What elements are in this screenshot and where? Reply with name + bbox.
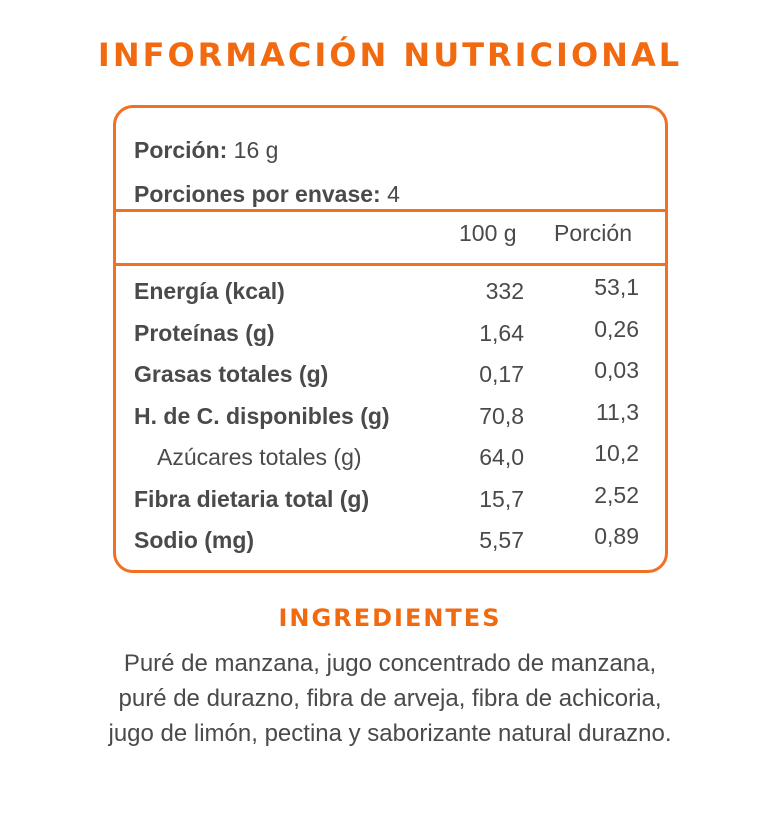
- per-pack-line: Porciones por envase: 4: [134, 172, 400, 216]
- portion-label: Porción:: [134, 137, 228, 163]
- table-row: Fibra dietaria total (g) 15,7 2,52: [134, 482, 664, 524]
- serving-info: Porción: 16 g Porciones por envase: 4: [134, 128, 400, 216]
- ingredients-line: jugo de limón, pectina y saborizante nat…: [108, 720, 672, 747]
- page-title: Información Nutricional: [97, 36, 683, 74]
- portion-value: 16 g: [233, 137, 279, 163]
- value-100g: 15,7: [479, 485, 524, 512]
- value-100g: 1,64: [479, 319, 524, 346]
- nutrient-label: Energía (kcal): [134, 278, 285, 304]
- ingredients-line: Puré de manzana, jugo concentrado de man…: [123, 650, 657, 677]
- nutrient-label: H. de C. disponibles (g): [134, 402, 390, 429]
- value-100g: 0,17: [479, 361, 524, 387]
- nutrient-label: Grasas totales (g): [134, 361, 329, 387]
- value-portion: 0,03: [594, 357, 639, 383]
- per-pack-label: Porciones por envase:: [134, 181, 381, 207]
- per-pack-value: 4: [387, 181, 400, 207]
- nutrient-table: Energía (kcal) 332 53,1 Proteínas (g) 1,…: [134, 274, 664, 565]
- value-portion: 2,52: [594, 481, 639, 508]
- table-row: Sodio (mg) 5,57 0,89: [134, 523, 664, 565]
- nutrient-label: Proteínas (g): [134, 319, 275, 346]
- value-100g: 64,0: [479, 444, 524, 470]
- nutrient-label: Sodio (mg): [134, 527, 255, 553]
- divider: [116, 263, 665, 266]
- value-portion: 0,89: [594, 523, 639, 549]
- divider: [116, 209, 665, 212]
- column-header-portion: Porción: [554, 220, 632, 246]
- nutrient-label: Fibra dietaria total (g): [134, 485, 370, 512]
- portion-line: Porción: 16 g: [134, 128, 400, 172]
- value-100g: 70,8: [479, 402, 524, 429]
- value-portion: 10,2: [594, 440, 639, 466]
- value-portion: 53,1: [594, 274, 639, 300]
- ingredients-title: Ingredientes: [278, 604, 502, 632]
- nutrient-label: Azúcares totales (g): [157, 444, 362, 470]
- value-100g: 5,57: [479, 527, 524, 553]
- table-row: Proteínas (g) 1,64 0,26: [134, 316, 664, 358]
- table-row: Azúcares totales (g) 64,0 10,2: [134, 440, 664, 482]
- table-row: Energía (kcal) 332 53,1: [134, 274, 664, 316]
- value-portion: 0,26: [594, 315, 639, 342]
- value-portion: 11,3: [595, 398, 639, 425]
- value-100g: 332: [485, 278, 524, 304]
- ingredients-text: Puré de manzana, jugo concentrado de man…: [0, 646, 780, 751]
- column-header-100g: 100 g: [459, 220, 517, 246]
- table-row: Grasas totales (g) 0,17 0,03: [134, 357, 664, 399]
- ingredients-line: puré de durazno, fibra de arveja, fibra …: [118, 685, 662, 712]
- table-row: H. de C. disponibles (g) 70,8 11,3: [134, 399, 664, 441]
- nutrition-facts-panel: Porción: 16 g Porciones por envase: 4 10…: [113, 105, 668, 573]
